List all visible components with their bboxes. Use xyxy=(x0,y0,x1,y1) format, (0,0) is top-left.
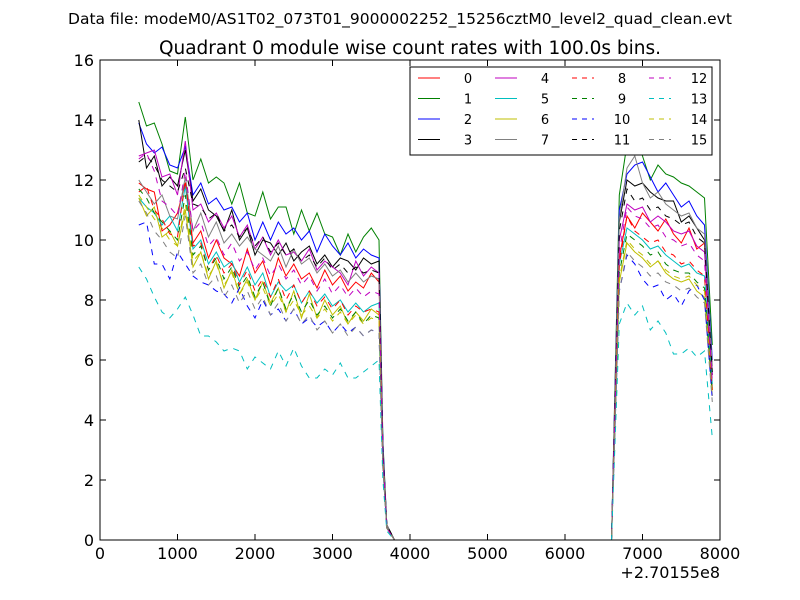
legend-label-4: 4 xyxy=(541,72,549,87)
y-tick-label: 14 xyxy=(74,111,94,130)
series-line-11 xyxy=(138,155,713,541)
series-line-0 xyxy=(138,182,713,541)
series-line-7 xyxy=(138,154,713,541)
axis-ticks: 0 1000 2000 3000 4000 5000 6000 7000 80000246810… xyxy=(74,51,741,563)
legend-label-7: 7 xyxy=(541,134,549,149)
series-lines xyxy=(138,101,713,541)
y-tick-label: 0 xyxy=(84,531,94,550)
series-line-10 xyxy=(138,221,713,541)
series-line-6 xyxy=(138,197,713,541)
x-tick-label: 2000 xyxy=(235,544,276,563)
legend-label-0: 0 xyxy=(464,72,472,87)
x-tick-label: 7000 xyxy=(622,544,663,563)
series-line-15 xyxy=(138,200,713,541)
x-tick-label: 8000 xyxy=(700,544,741,563)
x-tick-label: 6000 xyxy=(545,544,586,563)
legend-label-6: 6 xyxy=(541,113,549,128)
legend-label-8: 8 xyxy=(618,72,626,87)
legend-label-5: 5 xyxy=(541,93,549,108)
y-tick-label: 4 xyxy=(84,411,94,430)
series-line-8 xyxy=(138,179,713,541)
series-line-4 xyxy=(138,140,713,541)
x-offset-label: +2.70155e8 xyxy=(620,563,720,582)
y-tick-label: 12 xyxy=(74,171,94,190)
legend-label-13: 13 xyxy=(691,93,708,108)
y-tick-label: 10 xyxy=(74,231,94,250)
x-tick-label: 1000 xyxy=(157,544,198,563)
legend-label-11: 11 xyxy=(614,134,631,149)
series-line-2 xyxy=(138,122,713,541)
series-line-13 xyxy=(138,266,713,541)
legend-label-3: 3 xyxy=(464,134,472,149)
chart-title: Quadrant 0 module wise count rates with … xyxy=(159,38,661,59)
legend-label-2: 2 xyxy=(464,113,472,128)
series-line-5 xyxy=(138,185,713,541)
legend-label-15: 15 xyxy=(691,134,708,149)
chart-suptitle: Data file: modeM0/AS1T02_073T01_90000022… xyxy=(68,10,732,29)
series-line-3 xyxy=(138,119,713,541)
y-tick-label: 8 xyxy=(84,291,94,310)
series-line-9 xyxy=(138,188,713,541)
legend-label-10: 10 xyxy=(614,113,631,128)
legend-label-1: 1 xyxy=(464,93,472,108)
x-tick-label: 3000 xyxy=(312,544,353,563)
series-line-14 xyxy=(138,194,713,541)
legend-box xyxy=(409,66,713,156)
x-tick-label: 4000 xyxy=(390,544,431,563)
legend-label-9: 9 xyxy=(618,93,626,108)
series-line-1 xyxy=(138,101,713,541)
legend-label-14: 14 xyxy=(691,113,708,128)
x-tick-label: 0 xyxy=(95,544,105,563)
y-tick-label: 6 xyxy=(84,351,94,370)
y-tick-label: 2 xyxy=(84,471,94,490)
series-line-12 xyxy=(138,152,713,541)
legend-label-12: 12 xyxy=(691,72,708,87)
y-tick-label: 16 xyxy=(74,51,94,70)
x-tick-label: 5000 xyxy=(467,544,508,563)
